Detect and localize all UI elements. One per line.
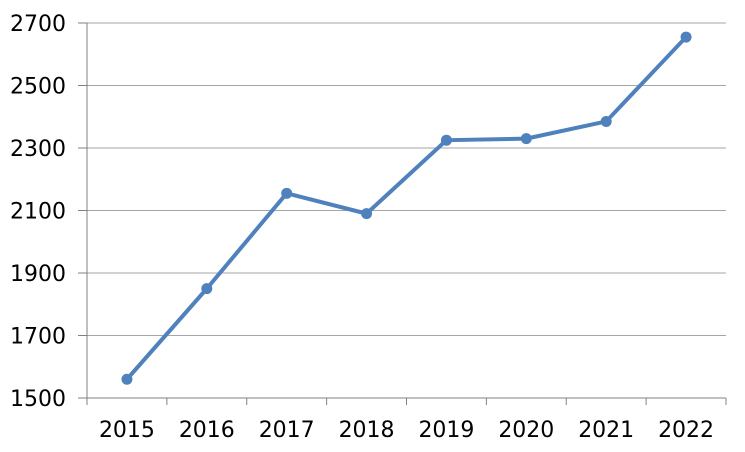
series-line xyxy=(124,35,689,382)
data-point-marker-2015 xyxy=(121,373,133,385)
y-axis-tick-label: 1700 xyxy=(10,325,66,350)
data-point-marker-2021 xyxy=(600,115,612,127)
x-axis-tick-label: 2016 xyxy=(179,418,235,443)
y-axis-tick-label: 1900 xyxy=(10,262,66,287)
x-axis-tick-label: 2020 xyxy=(498,418,554,443)
y-axis-tick-label: 2700 xyxy=(10,12,66,37)
x-axis-tick-label: 2015 xyxy=(99,418,155,443)
data-point-marker-2022 xyxy=(680,31,692,43)
y-axis-tick-label: 2500 xyxy=(10,75,66,100)
y-axis-tick-label: 2100 xyxy=(10,200,66,225)
x-axis-tick-label: 2021 xyxy=(578,418,634,443)
data-point-marker-2018 xyxy=(361,208,373,220)
data-point-marker-2019 xyxy=(440,134,452,146)
x-axis-tick-label: 2018 xyxy=(339,418,395,443)
y-axis-tick-label: 2300 xyxy=(10,137,66,162)
y-axis-tick-label: 1500 xyxy=(10,387,66,412)
x-axis-tick-label: 2022 xyxy=(658,418,714,443)
data-point-marker-2020 xyxy=(520,133,532,145)
x-axis-tick-label: 2017 xyxy=(259,418,315,443)
x-axis-tick-label: 2019 xyxy=(418,418,474,443)
data-point-marker-2016 xyxy=(201,283,213,295)
data-point-marker-2017 xyxy=(281,187,293,199)
